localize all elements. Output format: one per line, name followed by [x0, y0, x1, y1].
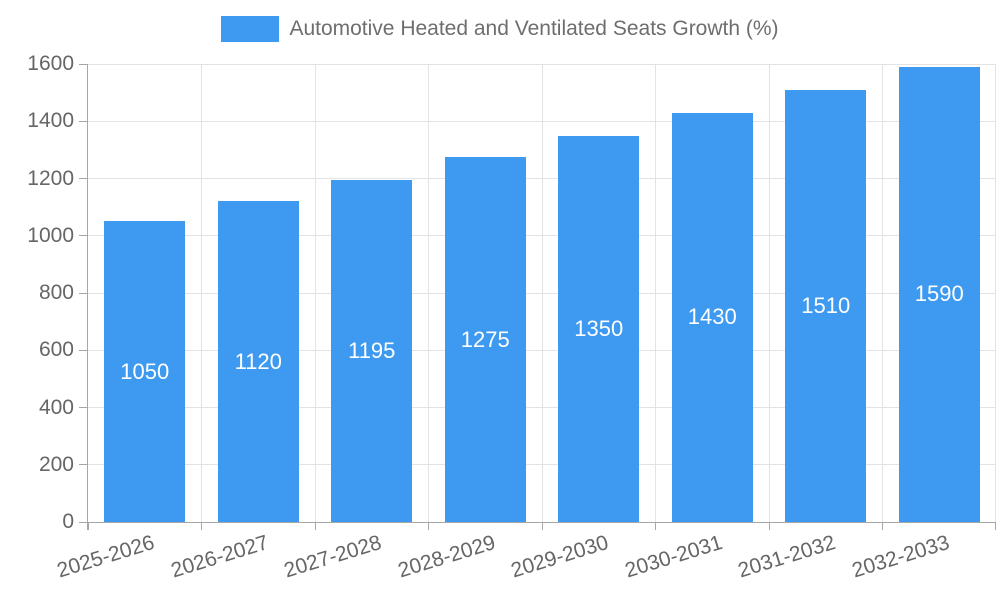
bar[interactable]: 1120	[217, 201, 299, 522]
y-axis-tick	[79, 349, 88, 351]
x-axis-tick	[655, 522, 656, 530]
gridline-vertical	[882, 64, 883, 522]
bar-value-label: 1590	[914, 281, 964, 307]
bar-value-label: 1350	[574, 315, 624, 341]
bar[interactable]: 1510	[785, 89, 867, 522]
legend[interactable]: Automotive Heated and Ventilated Seats G…	[0, 16, 1000, 42]
x-axis-tick	[87, 522, 89, 530]
bar-value-label: 1430	[687, 304, 737, 330]
x-axis-tick	[541, 522, 543, 530]
x-axis-tick	[314, 522, 316, 530]
bar[interactable]: 1430	[671, 112, 753, 522]
y-axis-tick-label: 0	[62, 510, 74, 533]
gridline-vertical	[201, 64, 202, 522]
y-axis-tick	[79, 292, 88, 294]
bar-value-label: 1275	[460, 326, 510, 352]
bar[interactable]: 1350	[558, 135, 640, 522]
x-axis-tick-label: 2028-2029	[395, 531, 498, 583]
bar[interactable]: 1590	[898, 66, 980, 522]
x-axis-tick	[428, 522, 429, 530]
y-axis-tick-label: 800	[38, 281, 74, 304]
y-axis-tick	[79, 63, 88, 65]
gridline-vertical	[428, 64, 429, 522]
x-axis-tick-label: 2029-2030	[508, 531, 612, 583]
y-axis-tick-label: 600	[38, 338, 74, 362]
y-axis-line	[87, 64, 88, 530]
y-axis-tick-label: 1000	[27, 223, 74, 247]
x-axis-tick-label: 2030-2031	[622, 531, 725, 583]
y-axis-tick	[79, 521, 88, 523]
x-axis-tick-label: 2031-2032	[735, 531, 839, 583]
gridline-vertical	[655, 64, 656, 522]
y-axis-tick	[79, 235, 88, 237]
bar-value-label: 1510	[801, 292, 851, 318]
y-axis-tick	[79, 178, 88, 179]
y-axis-tick-label: 1200	[27, 166, 74, 190]
plot-area: 1050 1120 1195 1275 1350 1430 1510 1590	[88, 63, 996, 522]
y-axis-tick-label: 400	[38, 395, 74, 419]
bar-value-label: 1120	[234, 348, 282, 374]
x-axis-tick-label: 2027-2028	[281, 531, 385, 583]
bar-value-label: 1195	[348, 337, 396, 363]
bar[interactable]: 1275	[444, 157, 526, 522]
y-axis-tick	[79, 464, 88, 466]
y-axis-tick-label: 1600	[27, 52, 74, 75]
x-axis-tick-label: 2025-2026	[54, 531, 158, 583]
bar[interactable]: 1050	[104, 221, 186, 522]
x-axis-tick	[201, 522, 202, 530]
x-axis-tick	[768, 522, 770, 530]
gridline-vertical	[314, 64, 316, 522]
y-axis-tick	[79, 120, 88, 122]
gridline-vertical	[768, 64, 770, 522]
x-axis-tick-label: 2032-2033	[849, 531, 952, 583]
bar-value-label: 1050	[120, 358, 170, 384]
x-axis-tick-label: 2026-2027	[168, 531, 271, 583]
legend-series-label: Automotive Heated and Ventilated Seats G…	[289, 17, 779, 40]
y-axis-tick-label: 200	[38, 452, 74, 476]
y-axis-tick-label: 1400	[27, 109, 74, 133]
x-axis-tick	[882, 522, 883, 530]
legend-swatch	[221, 16, 280, 42]
x-axis-tick	[994, 522, 996, 530]
bar[interactable]: 1195	[331, 179, 413, 522]
gridline-vertical	[541, 64, 543, 522]
gridline-vertical	[994, 64, 996, 522]
y-axis-tick	[79, 407, 88, 408]
